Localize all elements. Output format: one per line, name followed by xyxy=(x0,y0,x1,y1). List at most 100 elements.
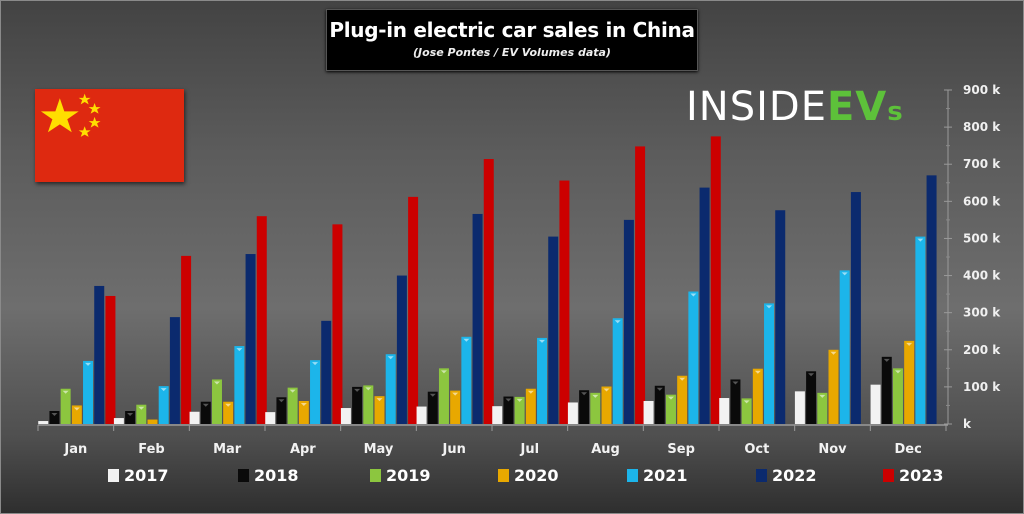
legend-item-2021: 2021 xyxy=(627,466,688,485)
bar-2021-oct xyxy=(764,303,775,424)
bar-bevel-icon xyxy=(300,402,307,406)
y-tick-label: k xyxy=(963,417,972,431)
legend-label: 2021 xyxy=(643,466,688,485)
legend-label: 2018 xyxy=(254,466,299,485)
bar-2023-feb xyxy=(181,255,192,424)
bar-2017-mar xyxy=(189,411,200,424)
bar-bevel-icon xyxy=(732,381,739,385)
small-star-icon xyxy=(88,102,101,114)
x-tick-label: Oct xyxy=(744,442,769,457)
bar-2021-feb xyxy=(158,386,169,424)
x-tick-label: Nov xyxy=(818,442,847,457)
bar-2018-aug xyxy=(579,390,590,424)
bar-bevel-icon xyxy=(62,390,69,394)
legend-swatch xyxy=(756,469,767,482)
bar-bevel-icon xyxy=(754,370,761,374)
bar-2023-jun xyxy=(483,159,494,424)
bar-bevel-icon xyxy=(452,392,459,396)
y-tick-label: 100 k xyxy=(963,380,1001,394)
bar-2023-jul xyxy=(559,180,570,424)
bar-2019-jul xyxy=(514,396,525,424)
bar-2021-sep xyxy=(688,291,699,424)
bar-2021-may xyxy=(385,354,396,424)
legend-swatch xyxy=(498,469,509,482)
bar-bevel-icon xyxy=(354,388,361,392)
bar-2020-aug xyxy=(601,386,612,424)
bar-2021-jul xyxy=(537,337,548,424)
bar-bevel-icon xyxy=(278,399,285,403)
y-tick-label: 300 k xyxy=(963,306,1001,320)
bar-2017-nov xyxy=(794,391,805,424)
bar-bevel-icon xyxy=(614,320,621,324)
bar-bevel-icon xyxy=(516,398,523,402)
bar-bevel-icon xyxy=(906,342,913,346)
bar-2022-jun xyxy=(472,213,483,424)
bar-bevel-icon xyxy=(213,381,220,385)
bar-2020-apr xyxy=(298,400,309,424)
legend-swatch xyxy=(108,469,119,482)
bar-bevel-icon xyxy=(603,388,610,392)
logo-text-ev: EV xyxy=(826,84,888,130)
bar-2018-jan xyxy=(49,411,60,424)
bar-2019-dec xyxy=(892,368,903,424)
bar-2020-jul xyxy=(525,388,536,424)
bar-bevel-icon xyxy=(667,396,674,400)
chart-legend: 2017 2018 2019 2020 2021 2022 2023 xyxy=(108,466,944,492)
title-box: Plug-in electric car sales in China (Jos… xyxy=(326,9,698,71)
bar-2019-oct xyxy=(741,398,752,424)
bar-2021-apr xyxy=(310,360,321,424)
bar-2019-mar xyxy=(211,379,222,424)
bar-2021-dec xyxy=(915,236,926,424)
bar-2018-dec xyxy=(881,356,892,424)
bar-bevel-icon xyxy=(581,392,588,396)
legend-item-2020: 2020 xyxy=(498,466,559,485)
bar-bevel-icon xyxy=(202,403,209,407)
legend-item-2018: 2018 xyxy=(238,466,299,485)
bar-bevel-icon xyxy=(429,393,436,397)
bar-bevel-icon xyxy=(312,362,319,366)
small-star-icon xyxy=(78,93,91,105)
large-star-icon xyxy=(40,98,79,133)
bar-bevel-icon xyxy=(527,390,534,394)
bar-2020-oct xyxy=(752,368,763,424)
bar-bevel-icon xyxy=(505,398,512,402)
bar-2019-aug xyxy=(590,392,601,424)
x-tick-label: Jan xyxy=(63,442,87,457)
bar-2021-mar xyxy=(234,346,245,424)
bar-2023-aug xyxy=(635,146,646,425)
bar-bevel-icon xyxy=(160,388,167,392)
legend-swatch xyxy=(238,469,249,482)
legend-item-2017: 2017 xyxy=(108,466,169,485)
chart-title: Plug-in electric car sales in China xyxy=(329,18,695,42)
y-tick-label: 200 k xyxy=(963,343,1001,357)
bar-bevel-icon xyxy=(819,394,826,398)
bar-bevel-icon xyxy=(463,338,470,342)
bar-bevel-icon xyxy=(679,377,686,381)
legend-swatch xyxy=(627,469,638,482)
bar-2022-jan xyxy=(94,285,105,424)
legend-label: 2017 xyxy=(124,466,169,485)
bar-2018-jun xyxy=(427,391,438,424)
bar-bevel-icon xyxy=(225,403,232,407)
legend-label: 2023 xyxy=(899,466,944,485)
bar-2018-nov xyxy=(806,371,817,424)
bar-2022-dec xyxy=(926,175,937,424)
bar-bevel-icon xyxy=(841,272,848,276)
bar-2023-apr xyxy=(332,224,343,424)
logo-text-inside: INSIDE xyxy=(686,84,827,130)
bar-2020-may xyxy=(374,396,385,424)
y-tick-label: 800 k xyxy=(963,120,1001,134)
bar-2017-apr xyxy=(265,412,276,424)
bar-2017-jan xyxy=(38,421,49,424)
insideevs-logo: INSIDEEVs xyxy=(686,84,904,130)
bar-2020-feb xyxy=(147,419,158,424)
x-tick-label: Jul xyxy=(520,442,540,457)
bar-2022-jul xyxy=(548,236,559,424)
bar-2019-apr xyxy=(287,387,298,424)
bar-2022-feb xyxy=(169,317,180,424)
bar-bevel-icon xyxy=(656,387,663,391)
bar-bevel-icon xyxy=(883,358,890,362)
bar-2018-sep xyxy=(654,385,665,424)
bar-2022-sep xyxy=(699,187,710,424)
